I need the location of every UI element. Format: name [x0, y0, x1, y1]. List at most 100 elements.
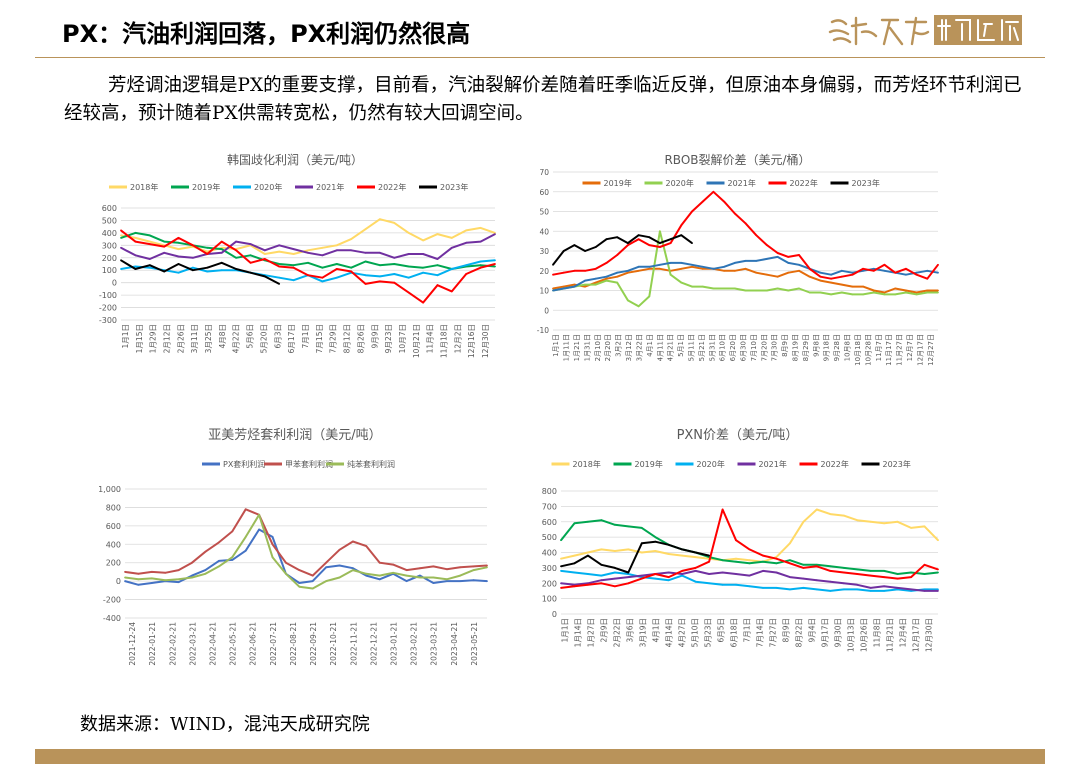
- data-point: [819, 291, 822, 294]
- data-point: [594, 267, 597, 270]
- data-point: [669, 273, 672, 276]
- data-point: [486, 580, 488, 582]
- data-point: [278, 263, 281, 265]
- data-point: [775, 587, 778, 589]
- data-point: [842, 571, 845, 574]
- y-tick-label: 600: [542, 518, 557, 527]
- data-point: [378, 578, 381, 581]
- data-point: [648, 244, 651, 246]
- data-point: [321, 276, 324, 279]
- chart-asia-us-aromatics-arbitrage: 亚美芳烃套利利润（美元/吨） PX套利利润 甲苯套利利润 纯苯套利利润 1,000 800…: [98, 427, 488, 666]
- legend-label: 2020年: [254, 182, 282, 192]
- data-point: [335, 263, 338, 265]
- x-tick-label: 5月10日: [691, 618, 700, 647]
- data-point: [872, 269, 875, 272]
- data-point: [364, 283, 367, 285]
- data-point: [311, 587, 314, 590]
- x-tick-label: 2022-09-21: [309, 622, 318, 666]
- y-tick-label: 0: [116, 577, 121, 586]
- x-tick-label: 2022-06-21: [249, 622, 258, 666]
- data-point: [667, 576, 670, 578]
- data-point: [206, 250, 209, 253]
- data-point: [419, 567, 421, 570]
- data-point: [923, 573, 926, 575]
- data-point: [124, 571, 126, 573]
- y-tick-label: 60: [539, 188, 549, 197]
- legend-label: 2023年: [852, 178, 880, 188]
- data-point: [407, 253, 410, 255]
- x-tick-label: 12月30日: [481, 324, 490, 358]
- data-point: [177, 263, 180, 265]
- data-point: [150, 571, 153, 573]
- data-point: [249, 254, 252, 257]
- y-tick-label: 500: [542, 533, 557, 542]
- data-point: [896, 520, 899, 523]
- y-tick-label: 400: [102, 229, 117, 238]
- data-point: [235, 268, 238, 270]
- data-point: [829, 513, 832, 515]
- data-point: [445, 568, 448, 571]
- data-point: [450, 246, 453, 249]
- data-point: [231, 530, 234, 533]
- data-point: [587, 554, 589, 557]
- x-tick-label: 2022-05-21: [229, 622, 238, 666]
- x-tick-label: 6月5日: [717, 618, 726, 643]
- data-point: [694, 551, 697, 554]
- data-point: [733, 287, 736, 290]
- data-point: [667, 543, 670, 546]
- data-point: [937, 539, 939, 542]
- data-point: [338, 564, 341, 567]
- data-point: [191, 574, 193, 577]
- series-line: [552, 255, 939, 292]
- x-tick-label: 2022-07-21: [269, 622, 278, 666]
- x-tick-label: 7月27日: [769, 618, 778, 647]
- y-tick-label: -100: [99, 291, 117, 300]
- data-point: [640, 577, 643, 580]
- data-point: [775, 556, 778, 558]
- data-point: [851, 285, 854, 288]
- data-point: [407, 291, 410, 294]
- series-line: [120, 259, 280, 285]
- data-point: [766, 258, 768, 260]
- data-point: [937, 590, 939, 592]
- data-point: [465, 229, 468, 232]
- data-point: [605, 262, 608, 264]
- data-point: [148, 243, 151, 245]
- x-tick-label: 11月21日: [886, 618, 895, 652]
- x-tick-label: 12月16日: [467, 324, 476, 358]
- data-point: [883, 293, 886, 296]
- data-point: [562, 250, 565, 252]
- series-line: [552, 190, 939, 280]
- data-point: [573, 283, 576, 286]
- x-tick-label: 3月19日: [639, 618, 648, 647]
- data-point: [465, 241, 468, 244]
- y-tick-label: 700: [542, 502, 557, 511]
- data-point: [614, 523, 616, 526]
- data-point: [605, 238, 608, 241]
- x-tick-label: 5月23日: [704, 618, 713, 647]
- data-point: [124, 576, 126, 579]
- data-point: [694, 580, 697, 583]
- data-point: [379, 264, 381, 267]
- data-point: [691, 285, 693, 288]
- x-tick-label: 2022-10-21: [329, 622, 338, 666]
- x-tick-label: 12月4日: [899, 618, 908, 647]
- data-point: [335, 268, 338, 270]
- data-point: [766, 273, 768, 276]
- y-tick-label: -300: [99, 316, 117, 325]
- data-point: [856, 519, 859, 522]
- data-point: [926, 269, 929, 272]
- data-point: [937, 271, 939, 274]
- y-tick-label: -10: [537, 326, 549, 335]
- legend-label: 2021年: [728, 178, 756, 188]
- y-tick-label: 300: [102, 241, 117, 250]
- data-point: [392, 563, 394, 566]
- data-point: [723, 269, 725, 272]
- data-point: [600, 574, 603, 577]
- x-tick-label: 7月1日: [301, 324, 310, 349]
- data-point: [627, 525, 630, 528]
- x-tick-label: 10月18日: [854, 334, 862, 366]
- data-point: [883, 291, 886, 294]
- x-tick-label: 3月6日: [626, 618, 635, 643]
- data-point: [378, 574, 381, 577]
